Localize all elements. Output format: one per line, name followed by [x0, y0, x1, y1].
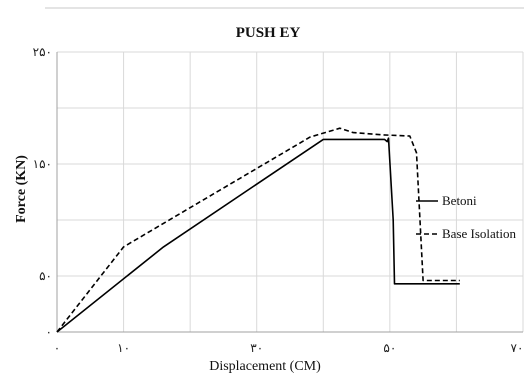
x-tick-label: ۰ — [54, 341, 60, 355]
series-lines — [56, 127, 460, 333]
series-line — [56, 127, 460, 333]
x-tick-label: ۳۰ — [250, 341, 263, 355]
y-tick-label: ۱۵۰ — [33, 157, 52, 171]
axes — [56, 52, 523, 333]
chart-title: PUSH EY — [236, 25, 301, 41]
y-tick-labels: ۰ ۵۰ ۱۵۰ ۲۵۰ — [33, 45, 52, 339]
y-tick-label: ۵۰ — [39, 269, 52, 283]
series-line — [56, 137, 460, 333]
legend: Betoni Base Isolation — [416, 193, 517, 241]
legend-label: Base Isolation — [442, 226, 517, 241]
y-tick-label: ۰ — [46, 325, 52, 339]
grid — [57, 51, 524, 332]
x-tick-label: ۵۰ — [383, 341, 396, 355]
x-axis-title: Displacement (CM) — [209, 359, 321, 374]
x-tick-label: ۷۰ — [511, 341, 524, 355]
x-tick-labels: ۰ ۱۰ ۳۰ ۵۰ ۷۰ — [54, 341, 524, 355]
y-axis-title: Force (KN) — [14, 155, 29, 223]
y-tick-label: ۲۵۰ — [33, 45, 52, 59]
x-tick-label: ۱۰ — [117, 341, 130, 355]
legend-label: Betoni — [442, 193, 477, 208]
